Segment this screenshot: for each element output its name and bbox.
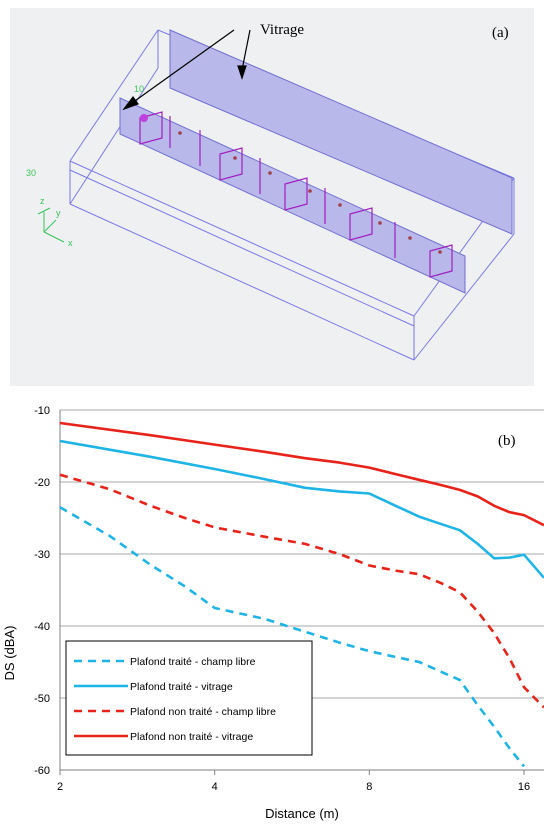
x-tick-label: 8 [366, 781, 372, 793]
x-tick-label: 2 [57, 781, 63, 793]
series-lines [59, 421, 544, 768]
y-tick-label: -60 [34, 765, 50, 777]
x-axis-label: Distance (m) [265, 806, 339, 821]
series-line-1 [59, 506, 526, 768]
y-tick-label: -30 [34, 549, 50, 561]
legend-entry: Plafond traité - champ libre [130, 656, 256, 668]
x-tick-labels: 2 4 8 16 [57, 781, 530, 793]
axis-label-z: z [40, 196, 45, 206]
legend-entry: Plafond traité - vitrage [130, 681, 233, 693]
y-axis-label: DS (dBA) [2, 626, 17, 681]
panel-b-label: (b) [498, 433, 516, 449]
y-tick-label: -40 [34, 621, 50, 633]
series-line-2 [59, 439, 544, 579]
x-tick-label: 16 [518, 781, 530, 793]
axis-label-y: y [56, 208, 61, 218]
y-tick-label: -50 [34, 693, 50, 705]
y-tick-label: -20 [34, 477, 50, 489]
legend-entry: Plafond non traité - champ libre [130, 706, 276, 718]
axes [59, 410, 544, 775]
glazing-back-panel [169, 29, 513, 235]
x-tick-label: 4 [212, 781, 218, 793]
series-line-3 [59, 473, 544, 709]
y-tick-label: -10 [34, 405, 50, 417]
line-chart: -10 -20 -30 -40 -50 -60 2 4 8 16 DS (dBA) Distan… [2, 405, 544, 821]
axis-label-x: x [68, 238, 73, 248]
origin-label-30: 30 [26, 168, 36, 178]
annotation-vitrage: Vitrage [260, 22, 304, 38]
panel-a-3d-view: Vitrage (a) x y z 10 30 [10, 8, 534, 386]
source-dots [178, 131, 442, 254]
glazing-front-panel [119, 97, 466, 294]
room-3d-model: Vitrage (a) x y z 10 30 [26, 22, 515, 361]
receiver-markers [139, 111, 453, 278]
series-line-4 [59, 421, 544, 527]
source-point [140, 114, 148, 122]
panel-b-chart: -10 -20 -30 -40 -50 -60 2 4 8 16 DS (dBA) Distan… [0, 388, 544, 827]
legend: Plafond traité - champ libre Plafond trai… [65, 640, 313, 756]
y-tick-labels: -10 -20 -30 -40 -50 -60 [34, 405, 50, 777]
origin-label-10: 10 [134, 84, 144, 94]
legend-entry: Plafond non traité - vitrage [130, 731, 253, 743]
annotation-arrows [122, 29, 251, 111]
axis-triad [37, 207, 65, 243]
panel-a-label: (a) [492, 25, 509, 41]
